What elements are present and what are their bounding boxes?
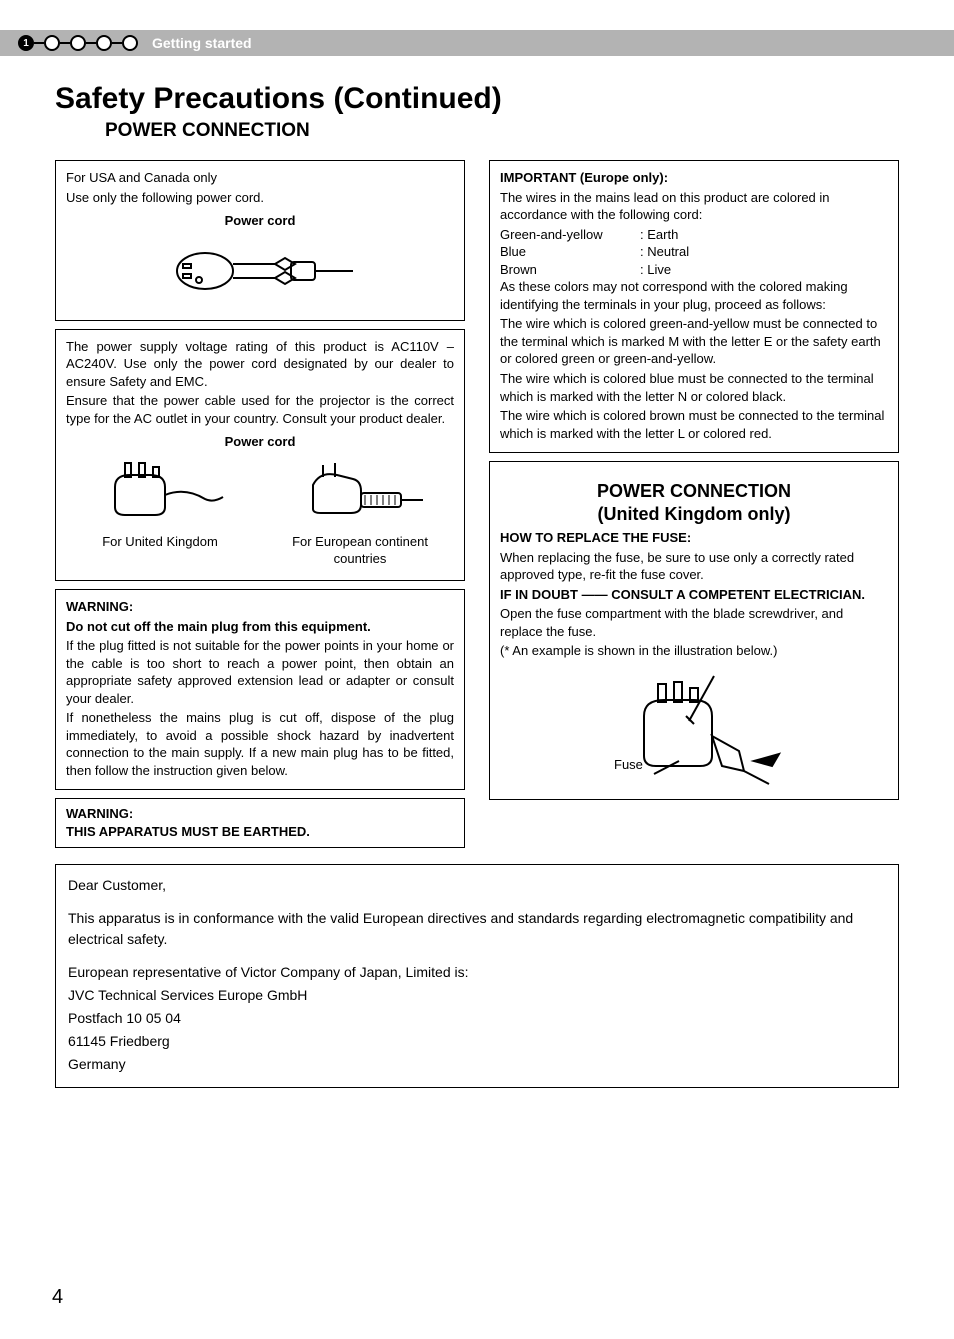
important-h: IMPORTANT (Europe only):	[500, 169, 888, 187]
fuse-p2: Open the fuse compartment with the blade…	[500, 605, 888, 640]
wire-color: Brown	[500, 261, 640, 279]
step-dots: 1	[18, 35, 138, 51]
important-p3: The wire which is colored blue must be c…	[500, 370, 888, 405]
fuse-p1: When replacing the fuse, be sure to use …	[500, 549, 888, 584]
page-subtitle: POWER CONNECTION	[105, 120, 899, 142]
cust-greeting: Dear Customer,	[68, 875, 886, 896]
step-dot-2	[44, 35, 60, 51]
dot-connector	[86, 42, 96, 44]
page-title: Safety Precautions (Continued)	[55, 82, 899, 116]
step-dot-5	[122, 35, 138, 51]
fuse-h: HOW TO REPLACE THE FUSE:	[500, 529, 888, 547]
wire-row: Brown: Live	[500, 261, 888, 279]
earth-b: THIS APPARATUS MUST BE EARTHED.	[66, 824, 310, 839]
step-dot-1-active: 1	[18, 35, 34, 51]
plug-row: For United Kingdom	[66, 457, 454, 568]
voltage-box: The power supply voltage rating of this …	[55, 329, 465, 581]
step-number: 1	[23, 38, 29, 49]
eu-plug-col: For European continent countries	[266, 457, 454, 568]
step-dot-3	[70, 35, 86, 51]
uk-caption: For United Kingdom	[66, 533, 254, 551]
warning-b: Do not cut off the main plug from this e…	[66, 618, 454, 636]
warning-h: WARNING:	[66, 598, 454, 616]
wire-color: Green-and-yellow	[500, 226, 640, 244]
uk-title-1: POWER CONNECTION	[597, 481, 791, 501]
uk-plug-icon	[95, 457, 225, 527]
cust-p1: This apparatus is in conformance with th…	[68, 908, 886, 950]
dot-connector	[34, 42, 44, 44]
right-column: IMPORTANT (Europe only): The wires in th…	[489, 160, 899, 808]
cust-a1: JVC Technical Services Europe GmbH	[68, 985, 886, 1006]
earth-h: WARNING:	[66, 806, 133, 821]
header-title: Getting started	[152, 35, 252, 51]
important-p2: The wire which is colored green-and-yell…	[500, 315, 888, 368]
section-header: 1 Getting started	[0, 30, 954, 56]
cust-a3: 61145 Friedberg	[68, 1031, 886, 1052]
wire-name: : Earth	[640, 226, 678, 244]
important-p4: The wire which is colored brown must be …	[500, 407, 888, 442]
warning-earth-box: WARNING: THIS APPARATUS MUST BE EARTHED.	[55, 798, 465, 847]
two-column-layout: For USA and Canada only Use only the fol…	[55, 160, 899, 856]
wire-name: : Neutral	[640, 243, 689, 261]
voltage-p1: The power supply voltage rating of this …	[66, 338, 454, 391]
page-number: 4	[52, 1286, 63, 1309]
uk-plug-col: For United Kingdom	[66, 457, 254, 551]
fuse-label: Fuse	[614, 756, 643, 774]
us-plug-icon	[165, 236, 355, 306]
wire-row: Blue: Neutral	[500, 243, 888, 261]
uk-section-title: POWER CONNECTION (United Kingdom only)	[500, 480, 888, 525]
warning-p1: If the plug fitted is not suitable for t…	[66, 637, 454, 707]
usa-canada-box: For USA and Canada only Use only the fol…	[55, 160, 465, 321]
power-cord-label: Power cord	[66, 212, 454, 230]
important-intro: The wires in the mains lead on this prod…	[500, 189, 888, 224]
warning-plug-box: WARNING: Do not cut off the main plug fr…	[55, 589, 465, 790]
cust-a4: Germany	[68, 1054, 886, 1075]
cust-p2: European representative of Victor Compan…	[68, 962, 886, 983]
wire-row: Green-and-yellow: Earth	[500, 226, 888, 244]
power-cord-label-2: Power cord	[66, 433, 454, 451]
eu-caption: For European continent countries	[266, 533, 454, 568]
important-p1: As these colors may not correspond with …	[500, 278, 888, 313]
dot-connector	[60, 42, 70, 44]
eu-plug-icon	[295, 457, 425, 527]
uk-fuse-box: POWER CONNECTION (United Kingdom only) H…	[489, 461, 899, 799]
voltage-p2: Ensure that the power cable used for the…	[66, 392, 454, 427]
customer-notice-box: Dear Customer, This apparatus is in conf…	[55, 864, 899, 1088]
important-europe-box: IMPORTANT (Europe only): The wires in th…	[489, 160, 899, 453]
wire-color: Blue	[500, 243, 640, 261]
left-column: For USA and Canada only Use only the fol…	[55, 160, 465, 856]
uk-title-2: (United Kingdom only)	[598, 504, 791, 524]
usa-l2: Use only the following power cord.	[66, 189, 454, 207]
cust-a2: Postfach 10 05 04	[68, 1008, 886, 1029]
warning-p2: If nonetheless the mains plug is cut off…	[66, 709, 454, 779]
usa-l1: For USA and Canada only	[66, 169, 454, 187]
dot-connector	[112, 42, 122, 44]
fuse-b2: IF IN DOUBT —— CONSULT A COMPETENT ELECT…	[500, 586, 888, 604]
fuse-p3: (* An example is shown in the illustrati…	[500, 642, 888, 660]
wire-name: : Live	[640, 261, 671, 279]
fuse-illustration: Fuse	[500, 666, 888, 791]
step-dot-4	[96, 35, 112, 51]
